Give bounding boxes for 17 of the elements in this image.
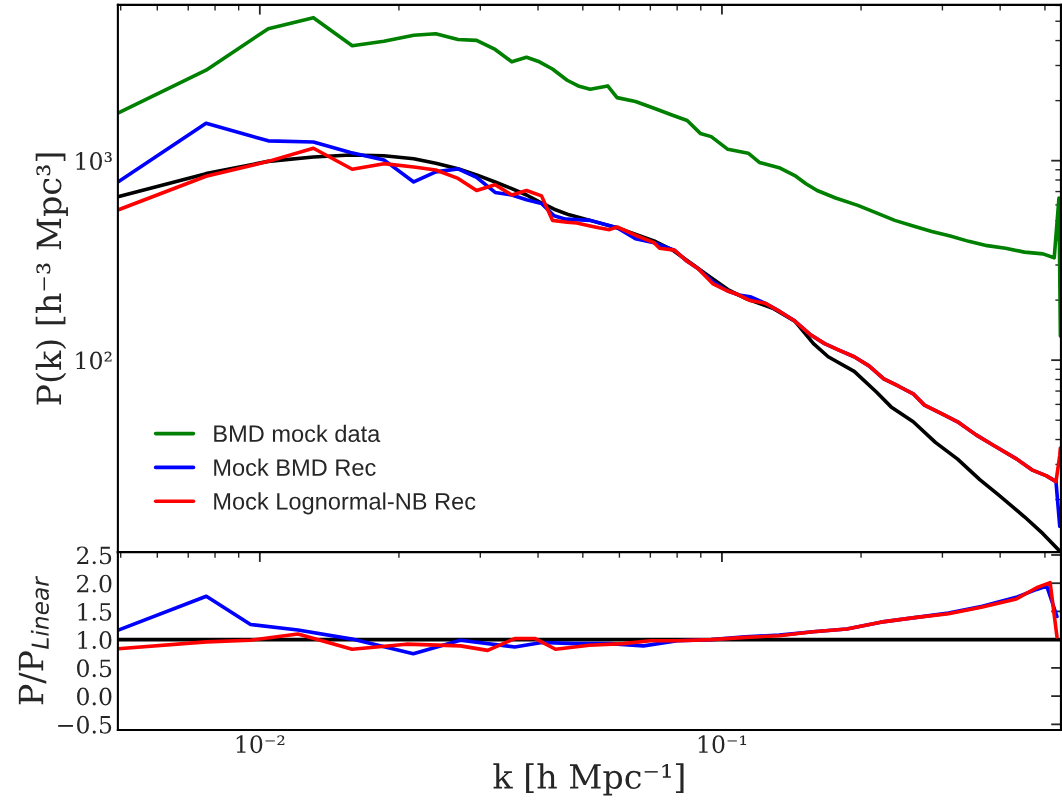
y-tick-label: 10² (76, 351, 112, 370)
y-tick-label: 2.0 (77, 574, 112, 593)
y-tick-label: 2.5 (77, 546, 112, 565)
y-tick-label: 1.0 (78, 631, 112, 649)
x-axis-title: k [h Mpc⁻¹] (493, 763, 684, 796)
x-tick-label: 10⁻² (236, 735, 285, 754)
y-tick-label: 0.0 (77, 687, 112, 706)
legend-label: Mock Lognormal-NB Rec (214, 492, 476, 515)
x-tick-label: 10⁻¹ (698, 735, 747, 754)
legend-label: Mock BMD Rec (214, 458, 376, 476)
y-tick-label: 10³ (76, 152, 112, 170)
y-tick-label: 1.5 (78, 602, 112, 621)
y-axis-title: P/P$_{Linear}$ (18, 575, 49, 705)
y-axis-title: P(k) [h⁻³ Mpc³] (35, 153, 68, 405)
legend-label: BMD mock data (214, 424, 381, 443)
y-tick-label: 0.5 (77, 659, 112, 678)
y-tick-label: −0.5 (58, 715, 112, 734)
